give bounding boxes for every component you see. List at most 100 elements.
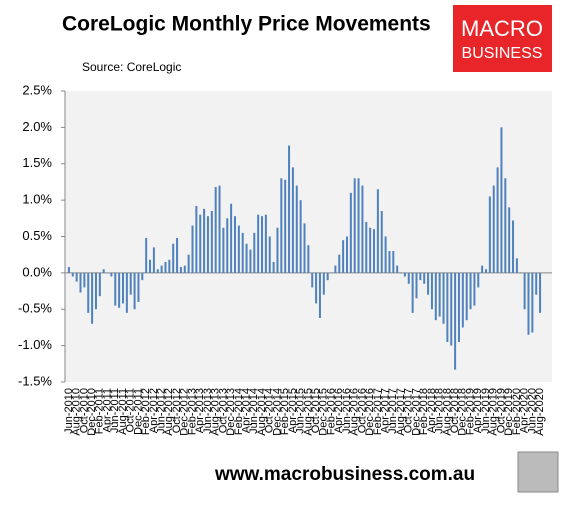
y-tick-label: 0.0% xyxy=(22,264,52,279)
y-tick-label: -0.5% xyxy=(18,301,52,316)
bar xyxy=(191,225,194,273)
bar xyxy=(199,214,202,273)
y-tick-label: 1.0% xyxy=(22,192,52,207)
x-tick-label: Jun-2016 xyxy=(341,388,353,434)
chart-subtitle: Source: CoreLogic xyxy=(82,60,181,74)
chart-title: CoreLogic Monthly Price Movements xyxy=(62,13,431,36)
bar xyxy=(454,272,457,370)
x-tick-label: Feb-2012 xyxy=(140,388,152,435)
bar xyxy=(342,240,345,273)
bar xyxy=(345,236,348,273)
bar xyxy=(473,272,476,306)
bar xyxy=(276,227,279,273)
bar xyxy=(446,272,449,342)
bar xyxy=(268,236,271,273)
bar xyxy=(303,223,306,273)
bar xyxy=(280,178,283,273)
x-tick-label: Feb-2015 xyxy=(279,388,291,435)
bar xyxy=(334,265,337,273)
bar xyxy=(83,272,86,288)
x-tick-label: Jun-2017 xyxy=(387,388,399,434)
x-tick-label: Apr-2018 xyxy=(426,388,438,433)
bar xyxy=(210,211,213,273)
bar xyxy=(407,272,410,284)
bar xyxy=(137,272,140,302)
x-tick-label: Dec-2011 xyxy=(132,388,144,435)
bar xyxy=(179,267,182,273)
bar xyxy=(307,245,310,273)
bar xyxy=(380,211,383,273)
bar xyxy=(233,216,236,273)
bar xyxy=(353,178,356,273)
bar xyxy=(326,272,329,281)
bar xyxy=(164,261,167,273)
x-tick-label: Dec-2016 xyxy=(364,388,376,436)
bar xyxy=(338,254,341,273)
x-tick-label: Aug-2014 xyxy=(256,388,268,436)
bar xyxy=(114,272,117,306)
bar xyxy=(98,272,101,297)
y-tick-label: 2.5% xyxy=(22,82,52,97)
bar xyxy=(311,272,314,288)
x-tick-label: Dec-2014 xyxy=(271,388,283,436)
bar xyxy=(141,272,144,281)
logo-text: BUSINESS xyxy=(462,45,543,62)
logo-text: MACRO xyxy=(461,16,543,41)
bar xyxy=(67,267,70,273)
bar xyxy=(481,265,484,273)
bar xyxy=(357,178,360,273)
bar xyxy=(264,214,267,273)
x-tick-label: Apr-2017 xyxy=(380,388,392,433)
bar xyxy=(523,272,526,310)
bar xyxy=(110,272,113,277)
bar xyxy=(531,272,534,333)
bar xyxy=(261,216,264,273)
x-tick-label: Apr-2016 xyxy=(333,388,345,433)
bar xyxy=(438,272,441,317)
bar xyxy=(295,185,298,273)
bar xyxy=(129,272,132,295)
x-tick-label: Feb-2014 xyxy=(233,388,245,435)
bar xyxy=(469,272,472,310)
x-tick-label: Dec-2012 xyxy=(179,388,191,436)
bar xyxy=(403,272,406,277)
x-tick-label: Jun-2015 xyxy=(295,388,307,434)
bar xyxy=(500,127,503,273)
bar xyxy=(125,272,128,313)
bar xyxy=(249,249,252,273)
x-tick-label: Oct-2010 xyxy=(78,388,90,433)
bar xyxy=(535,272,538,295)
x-tick-label: Feb-2013 xyxy=(186,388,198,435)
x-tick-label: Feb-2020 xyxy=(511,388,523,435)
x-tick-label: Feb-2016 xyxy=(325,388,337,435)
x-tick-label: Jun-2012 xyxy=(156,388,168,434)
bar xyxy=(214,187,217,273)
x-tick-label: Jun-2014 xyxy=(248,388,260,434)
x-tick-label: Dec-2017 xyxy=(410,388,422,436)
bar xyxy=(253,232,256,273)
x-tick-label: Apr-2013 xyxy=(194,388,206,433)
plot-area xyxy=(65,91,552,382)
x-tick-label: Oct-2013 xyxy=(217,388,229,433)
y-tick-label: 1.5% xyxy=(22,155,52,170)
bar xyxy=(376,189,379,273)
y-tick-label: -1.5% xyxy=(18,373,52,388)
bar xyxy=(419,272,422,281)
logo-box xyxy=(453,5,552,72)
bar xyxy=(71,272,74,277)
bar xyxy=(172,243,175,273)
bar xyxy=(118,272,121,308)
bar xyxy=(361,185,364,273)
bar xyxy=(121,272,124,304)
x-tick-label: Oct-2019 xyxy=(495,388,507,433)
x-tick-label: Apr-2019 xyxy=(472,388,484,433)
bar xyxy=(206,216,209,273)
bar xyxy=(330,272,333,274)
bar xyxy=(237,225,240,273)
bar xyxy=(218,185,221,273)
bar xyxy=(230,203,233,273)
bar xyxy=(427,272,430,295)
bar xyxy=(299,200,302,273)
bar xyxy=(384,236,387,273)
